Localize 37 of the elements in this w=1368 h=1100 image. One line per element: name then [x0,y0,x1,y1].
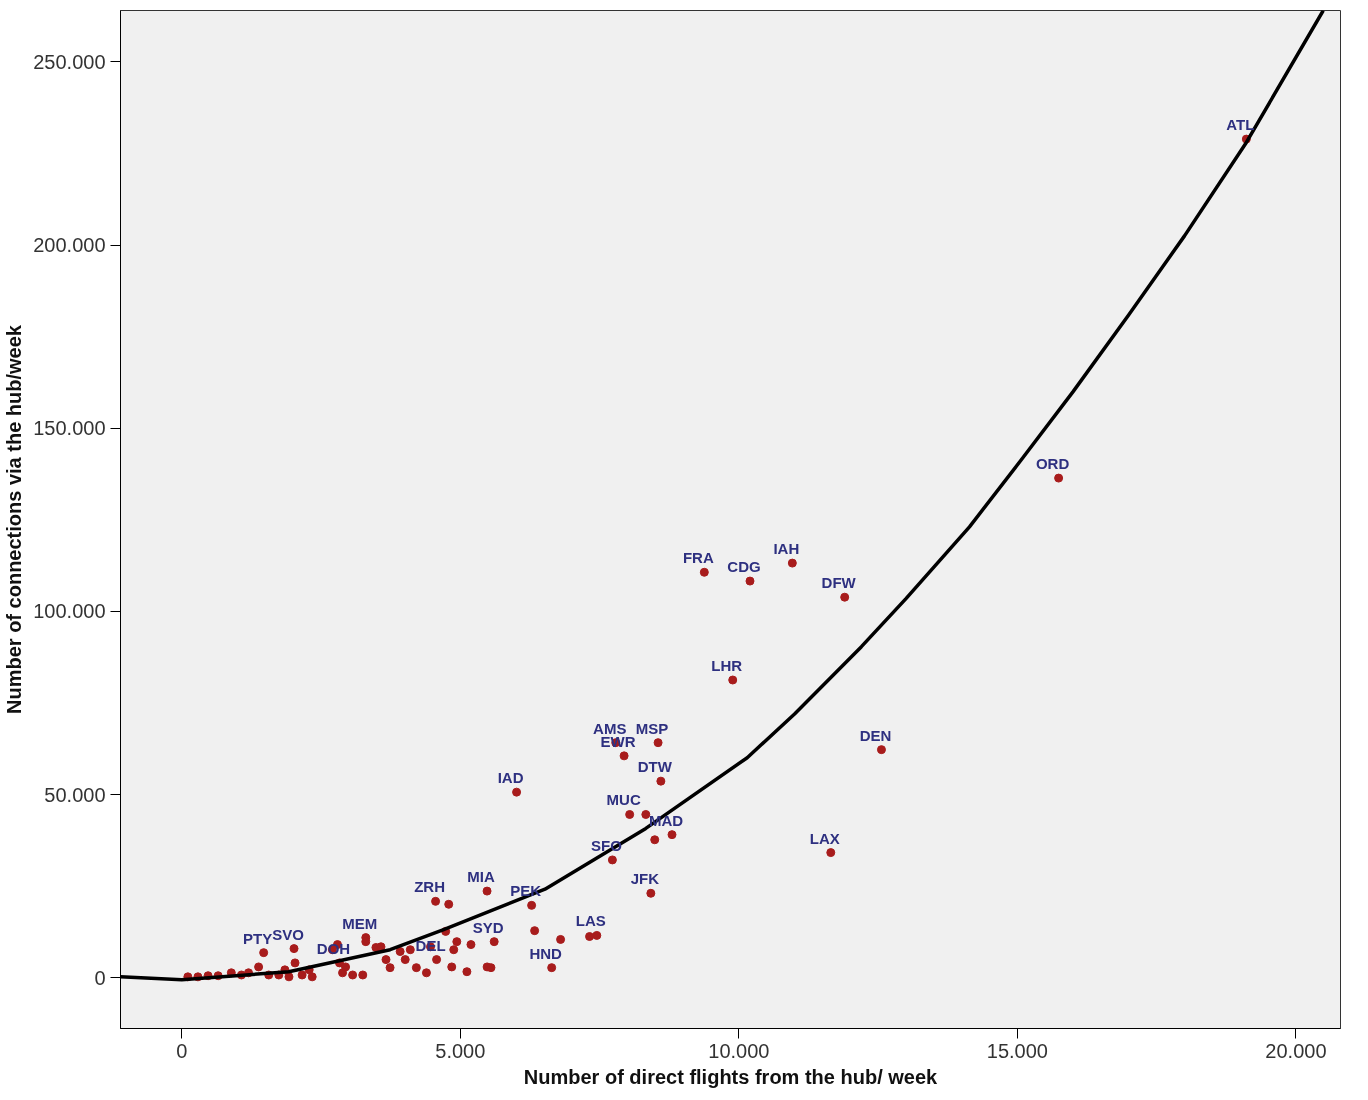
annotation: CDG [727,558,761,576]
annotation: IAD [497,769,524,787]
y-axis-title: Number of connections via the hub/week [3,324,26,714]
annotation: DTW [637,758,673,776]
y-tick-label: 100.000 [33,600,106,623]
x-tick-label: 10.000 [708,1039,770,1062]
annotation: ORD [1035,455,1070,473]
annotation: HND [529,944,563,962]
annotation: LAS [575,912,606,930]
x-tick-label: 20.000 [1265,1039,1327,1062]
annotation: LAX [809,829,840,847]
annotation: MSP [635,719,669,737]
x-tick-label: 5.000 [435,1039,486,1062]
annotation: DEN [859,726,892,744]
x-tick-label: 0 [176,1039,188,1062]
y-tick-label: 200.000 [33,234,106,257]
annotation: LHR [711,657,743,675]
annotation: SYD [472,918,504,936]
y-tick-label: 50.000 [44,783,106,806]
annotation: IAH [773,540,800,558]
annotation: AMS [593,719,627,737]
annotation: JFK [630,870,660,888]
annotation: PTY [243,929,273,947]
annotation: MIA [467,868,495,886]
annotation: ATL [1226,116,1255,134]
x-axis-title: Number of direct flights from the hub/ week [523,1065,939,1088]
annotation: ZRH [414,878,445,896]
y-tick-label: 150.000 [33,417,106,440]
annotation: MUC [606,791,641,809]
annotation: MEM [342,914,378,932]
annotation: SVO [272,925,305,943]
y-tick-label: 250.000 [33,50,106,73]
annotation: FRA [682,549,714,567]
annotation: DFW [821,574,857,592]
x-tick-label: 15.000 [986,1039,1048,1062]
annotation: PEK [510,882,542,900]
y-tick-label: 0 [94,966,106,989]
